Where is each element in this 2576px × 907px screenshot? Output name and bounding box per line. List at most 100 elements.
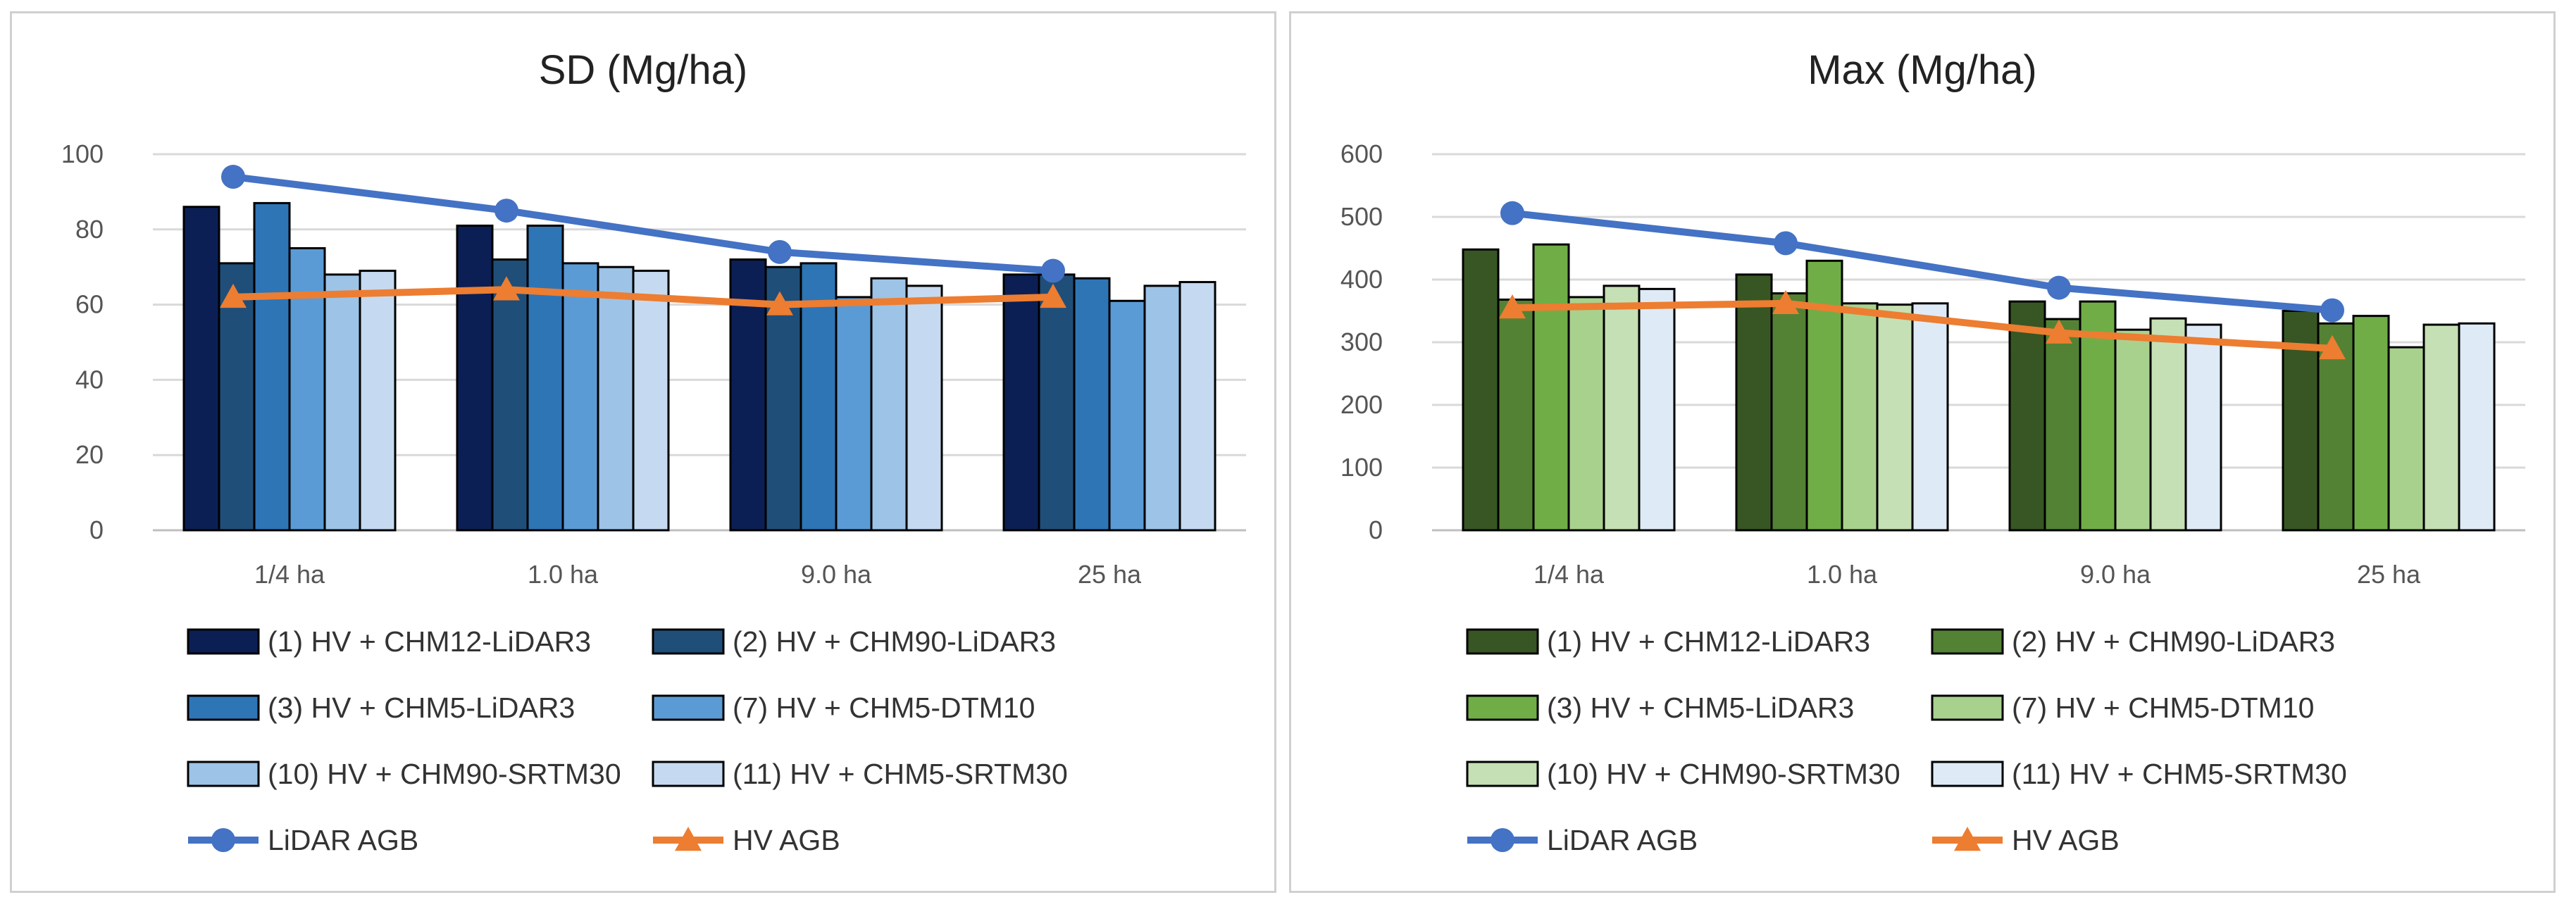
legend-marker-lidar-agb [1491,828,1514,852]
y-tick-label: 60 [75,290,104,319]
bar-3-hv-chm5-lidar3-25-ha [1073,277,1111,532]
y-tick-label: 600 [1340,139,1383,168]
bar-3-hv-chm5-lidar3-25-ha [2352,315,2390,532]
legend-label: (11) HV + CHM5-SRTM30 [2012,758,2347,790]
bar-10-hv-chm90-srtm30-9-0-ha [2149,317,2187,532]
legend-marker-hv-agb [1954,827,1981,851]
y-tick-label: 400 [1340,265,1383,294]
legend-label: LiDAR AGB [268,824,418,856]
x-tick-label: 25 ha [1078,560,1142,589]
legend-label: HV AGB [2012,824,2120,856]
bar-3-hv-chm5-lidar3-9-0-ha [799,262,838,532]
y-tick-label: 0 [89,515,104,544]
bar-10-hv-chm90-srtm30-1-4-ha [323,273,361,532]
legend-swatch-10-hv-chm90-srtm30 [1466,761,1539,787]
bar-10-hv-chm90-srtm30-25-ha [1143,284,1181,532]
bar-7-hv-chm5-dtm10-1-4-ha [1567,296,1605,532]
legend-marker-lidar-agb [211,828,235,852]
legend-swatch-3-hv-chm5-lidar3 [187,694,260,721]
max-chart-panel: Max (Mg/ha) 0 100 200 300 400 500 600 1/4 ha 1.0 … [1289,11,2556,893]
point-lidar-agb-25-ha [2320,298,2344,323]
bar-3-hv-chm5-lidar3-9-0-ha [2079,300,2117,532]
x-tick-label: 9.0 ha [801,560,872,589]
bar-7-hv-chm5-dtm10-1-0-ha [1841,302,1879,532]
legend-label: (10) HV + CHM90-SRTM30 [268,758,621,790]
point-hv-agb-1-4-ha [1499,294,1526,319]
legend-swatch-2-hv-chm90-lidar3 [652,628,725,655]
bar-11-hv-chm5-srtm30-9-0-ha [2184,323,2222,532]
bar-11-hv-chm5-srtm30-25-ha [1178,281,1217,532]
legend-label: (3) HV + CHM5-LiDAR3 [268,692,575,724]
bar-2-hv-chm90-lidar3-1-4-ha [1497,298,1535,532]
bar-2-hv-chm90-lidar3-9-0-ha [2043,318,2082,532]
y-tick-label: 0 [1369,515,1383,544]
bar-10-hv-chm90-srtm30-1-4-ha [1603,284,1641,532]
bar-2-hv-chm90-lidar3-25-ha [1038,273,1076,532]
legend-swatch-3-hv-chm5-lidar3 [1466,694,1539,721]
legend-label: (7) HV + CHM5-DTM10 [733,692,1035,724]
legend-swatch-11-hv-chm5-srtm30 [1931,761,2004,787]
point-lidar-agb-1-0-ha [1774,231,1798,256]
line-path-lidar-agb [232,173,1054,275]
chart-title: Max (Mg/ha) [1807,47,2037,93]
bar-11-hv-chm5-srtm30-1-4-ha [1638,287,1676,532]
bar-7-hv-chm5-dtm10-1-0-ha [561,262,599,532]
series-line-lidar-agb [221,165,1065,283]
bar-1-hv-chm12-lidar3-25-ha [1002,273,1040,532]
legend-label: (1) HV + CHM12-LiDAR3 [268,625,591,658]
x-tick-label: 9.0 ha [2080,560,2151,589]
sd-chart-panel: SD (Mg/ha) 0 20 40 60 80 100 1/4 ha 1.0 ha 9.0 ha… [10,11,1276,893]
bars [1462,243,2496,532]
y-tick-label: 100 [61,139,104,168]
y-tick-label: 300 [1340,327,1383,356]
series-line-lidar-agb [1500,201,2344,323]
bar-3-hv-chm5-lidar3-1-0-ha [1805,259,1843,532]
legend: (1) HV + CHM12-LiDAR3 (2) HV + CHM90-LiDA… [187,625,1068,856]
point-hv-agb-25-ha [1040,283,1066,308]
bars [182,201,1217,532]
bar-1-hv-chm12-lidar3-9-0-ha [2008,300,2046,532]
legend-swatch-7-hv-chm5-dtm10 [652,694,725,721]
y-tick-label: 500 [1340,202,1383,231]
legend-swatch-2-hv-chm90-lidar3 [1931,628,2004,655]
point-lidar-agb-1-0-ha [494,199,518,223]
bar-1-hv-chm12-lidar3-1-0-ha [1735,273,1773,532]
bar-1-hv-chm12-lidar3-1-0-ha [456,224,494,532]
max-chart: Max (Mg/ha) 0 100 200 300 400 500 600 1/4 ha 1.0 … [1340,47,2525,856]
bar-7-hv-chm5-dtm10-1-4-ha [288,247,326,532]
bar-7-hv-chm5-dtm10-25-ha [2387,346,2425,532]
x-tick-label: 1/4 ha [1533,560,1605,589]
x-tick-label: 1.0 ha [528,560,599,589]
y-tick-label: 80 [75,215,104,244]
x-tick-label: 1.0 ha [1807,560,1878,589]
bar-11-hv-chm5-srtm30-1-4-ha [359,270,397,532]
series-line-hv-agb [1499,289,2346,360]
legend: (1) HV + CHM12-LiDAR3 (2) HV + CHM90-LiDA… [1466,625,2347,856]
legend-label: LiDAR AGB [1547,824,1698,856]
bar-7-hv-chm5-dtm10-9-0-ha [2114,328,2152,532]
legend-marker-hv-agb [675,827,702,851]
line-path-lidar-agb [1512,209,2333,314]
legend-label: (7) HV + CHM5-DTM10 [2012,692,2314,724]
bar-11-hv-chm5-srtm30-25-ha [2458,322,2496,532]
bar-3-hv-chm5-lidar3-1-0-ha [526,224,564,532]
line-path-hv-agb [1512,299,2333,352]
x-tick-label: 25 ha [2357,560,2421,589]
point-hv-agb-1-0-ha [493,276,520,301]
legend-label: (2) HV + CHM90-LiDAR3 [733,625,1056,658]
point-hv-agb-1-4-ha [220,283,247,308]
bar-10-hv-chm90-srtm30-25-ha [2422,323,2460,532]
point-lidar-agb-9-0-ha [2047,275,2071,300]
sd-chart: SD (Mg/ha) 0 20 40 60 80 100 1/4 ha 1.0 ha 9.0 ha… [61,47,1246,856]
legend-label: HV AGB [733,824,840,856]
y-tick-label: 40 [75,365,104,394]
series-line-hv-agb [220,276,1066,315]
line-path-hv-agb [232,286,1054,308]
bar-11-hv-chm5-srtm30-9-0-ha [905,284,943,532]
bar-11-hv-chm5-srtm30-1-0-ha [632,270,670,532]
bar-11-hv-chm5-srtm30-1-0-ha [1911,302,1949,532]
legend-label: (3) HV + CHM5-LiDAR3 [1547,692,1854,724]
point-hv-agb-25-ha [2319,334,2346,360]
bar-1-hv-chm12-lidar3-1-4-ha [1462,248,1500,532]
point-hv-agb-9-0-ha [766,291,793,315]
